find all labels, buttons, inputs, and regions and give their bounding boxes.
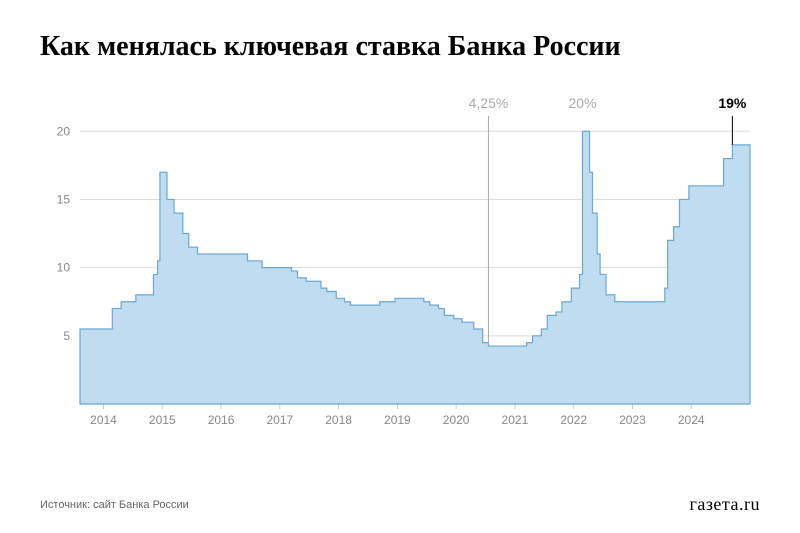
chart-area: 5 10 15 20 2014 2015 2016 2017 2018 2019 2020 2021 2… <box>40 84 760 444</box>
chart-svg: 5 10 15 20 2014 2015 2016 2017 2018 2019 2020 2021 2… <box>40 84 760 444</box>
svg-text:20%: 20% <box>568 95 596 111</box>
svg-text:2022: 2022 <box>560 413 587 427</box>
footer: Источник: сайт Банка России газета.ru <box>40 494 760 515</box>
svg-text:2018: 2018 <box>325 413 352 427</box>
chart-title: Как менялась ключевая ставка Банка Росси… <box>40 30 760 64</box>
svg-text:2020: 2020 <box>443 413 470 427</box>
svg-text:4,25%: 4,25% <box>469 95 509 111</box>
svg-text:10: 10 <box>57 260 71 274</box>
svg-text:15: 15 <box>57 192 71 206</box>
brand-label: газета.ru <box>689 494 760 515</box>
svg-text:2023: 2023 <box>619 413 646 427</box>
svg-text:2021: 2021 <box>502 413 529 427</box>
svg-text:2019: 2019 <box>384 413 411 427</box>
svg-text:2014: 2014 <box>90 413 117 427</box>
svg-text:20: 20 <box>57 124 71 138</box>
source-label: Источник: сайт Банка России <box>40 499 189 511</box>
svg-text:19%: 19% <box>718 95 747 111</box>
svg-text:5: 5 <box>63 328 70 342</box>
chart-container: Как менялась ключевая ставка Банка Росси… <box>0 0 800 533</box>
svg-text:2015: 2015 <box>149 413 176 427</box>
svg-text:2017: 2017 <box>266 413 293 427</box>
svg-text:2016: 2016 <box>208 413 235 427</box>
svg-text:2024: 2024 <box>678 413 705 427</box>
